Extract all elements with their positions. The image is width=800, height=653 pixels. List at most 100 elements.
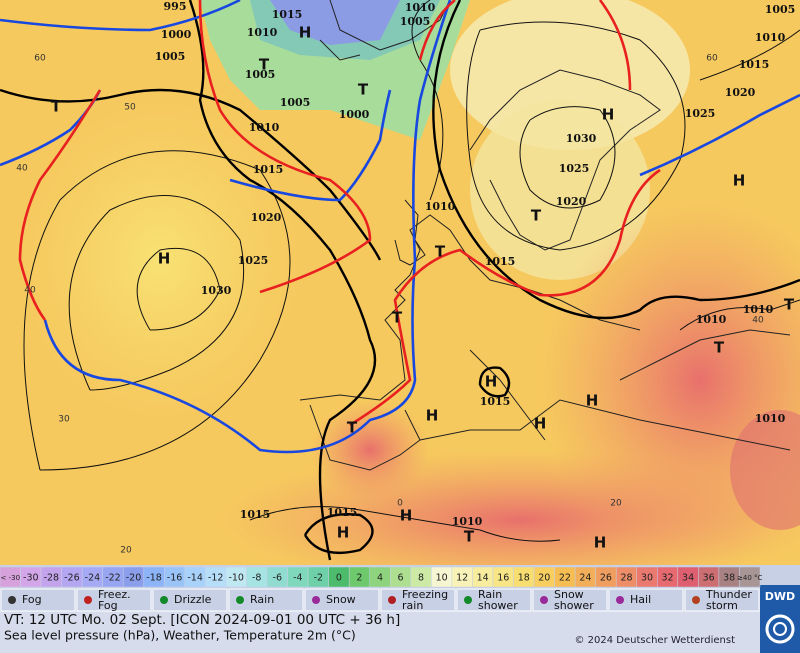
weather-label: Drizzle [174, 593, 212, 606]
pressure-label: 1030 [201, 284, 232, 297]
pressure-label: 1015 [739, 58, 770, 71]
pressure-label: 1015 [485, 255, 516, 268]
color-scale-label: -2 [314, 573, 323, 584]
weather-icon [84, 596, 92, 604]
pressure-label: 1025 [238, 254, 269, 267]
weather-label-line: Snow [554, 588, 584, 601]
pressure-label: 1005 [765, 3, 796, 16]
color-scale-label: -8 [252, 573, 261, 584]
color-scale-label: -4 [293, 573, 302, 584]
pressure-label: 1010 [247, 26, 278, 39]
pressure-label: 1015 [240, 508, 271, 521]
legend: VT: 12 UTC Mo. 02 Sept. [ICON 2024-09-01… [0, 565, 800, 653]
pressure-center: H [299, 24, 312, 42]
pressure-center: T [784, 296, 795, 314]
pressure-center: H [602, 106, 615, 124]
weather-label-line: Thunder [705, 588, 752, 601]
pressure-label: 1005 [155, 50, 186, 63]
logo-mark [773, 622, 787, 636]
weather-label-line: storm [706, 599, 738, 612]
temperature-label: 20 [610, 499, 622, 509]
pressure-label: 1010 [696, 313, 727, 326]
color-scale-label: -30 [23, 573, 39, 584]
weather-label-line: Fog [98, 599, 118, 612]
color-scale-label: -28 [44, 573, 60, 584]
color-scale-label: < -30 [1, 574, 21, 582]
temperature-label: 40 [16, 164, 28, 174]
color-scale-label: -24 [85, 573, 101, 584]
color-scale-label: 6 [398, 573, 404, 584]
pressure-center: T [392, 309, 403, 327]
pressure-center: T [435, 243, 446, 261]
color-scale-label: 36 [703, 573, 715, 584]
color-scale-label: 8 [418, 573, 424, 584]
pressure-label: 995 [164, 0, 187, 13]
weather-item [304, 588, 380, 612]
pressure-center: H [534, 415, 547, 433]
valid-time: VT: 12 UTC Mo. 02 Sept. [ICON 2024-09-01… [4, 612, 400, 628]
pressure-label: 1015 [327, 506, 358, 519]
pressure-label: 1010 [755, 31, 786, 44]
weather-item [608, 588, 684, 612]
color-scale-label: -22 [105, 573, 121, 584]
color-scale-label: 22 [559, 573, 571, 584]
pressure-label: 1010 [249, 121, 280, 134]
weather-item [684, 588, 760, 612]
weather-label: Thunder storm [705, 588, 752, 612]
pressure-label: 1010 [405, 1, 436, 14]
pressure-center: H [426, 407, 439, 425]
temp-area [470, 100, 650, 280]
color-scale-label: 4 [377, 573, 383, 584]
weather-label-line: Rain [478, 588, 502, 601]
fronts [0, 0, 800, 454]
pressure-label: 1030 [566, 132, 597, 145]
weather-icon [616, 596, 624, 604]
color-scale-label: 38 [723, 573, 735, 584]
weather-label-line: rain [402, 599, 423, 612]
pressure-center: T [531, 207, 542, 225]
weather-icon [388, 596, 396, 604]
weather-icon [160, 596, 168, 604]
color-scale-label: ≥40 °C [737, 574, 762, 582]
color-scale-label: -16 [167, 573, 183, 584]
temp-area [310, 400, 430, 500]
coastlines [299, 0, 791, 471]
pressure-center: H [400, 507, 413, 525]
color-scale-label: 20 [538, 573, 550, 584]
pressure-label: 1005 [280, 96, 311, 109]
pressure-label: 1005 [245, 68, 276, 81]
color-scale-label: 30 [641, 573, 653, 584]
pressure-label: 1000 [339, 108, 370, 121]
color-scale-label: 2 [356, 573, 362, 584]
weather-label-line: Freez. [98, 588, 131, 601]
weather-label: Snow [326, 593, 356, 606]
weather-label-line: shower [478, 599, 518, 612]
weather-label: Rain shower [478, 588, 518, 612]
weather-icon [692, 596, 700, 604]
pressure-label: 1005 [400, 15, 431, 28]
color-scale-label: -12 [208, 573, 224, 584]
weather-item [456, 588, 532, 612]
pressure-center: H [158, 250, 171, 268]
copyright: © 2024 Deutscher Wetterdienst [574, 635, 735, 646]
pressure-label: 1000 [161, 28, 192, 41]
color-scale-label: -18 [146, 573, 162, 584]
weather-icon [464, 596, 472, 604]
weather-label-line: Freezing [402, 588, 448, 601]
color-scale-label: 24 [579, 573, 591, 584]
color-scale-label: 18 [518, 573, 530, 584]
temperature-label: 20 [120, 546, 132, 556]
weather-label: Hail [630, 593, 651, 606]
logo: DWD [765, 590, 795, 603]
temperature-label: 30 [58, 415, 70, 425]
pressure-center: H [586, 392, 599, 410]
weather-label: Rain [250, 593, 274, 606]
pressure-center: T [259, 56, 270, 74]
weather-item [228, 588, 304, 612]
color-scale: < -30 -30 -28 -26 -24 -22 -20 -18 -16 -14 -12 -10 -8… [0, 566, 763, 588]
weather-label-line: shower [554, 599, 594, 612]
pressure-label: 1010 [743, 303, 774, 316]
weather-legend: Fog Freez. Fog Drizzle Rain Snow Freezing rainR… [0, 588, 760, 612]
pressure-center: H [733, 172, 746, 190]
